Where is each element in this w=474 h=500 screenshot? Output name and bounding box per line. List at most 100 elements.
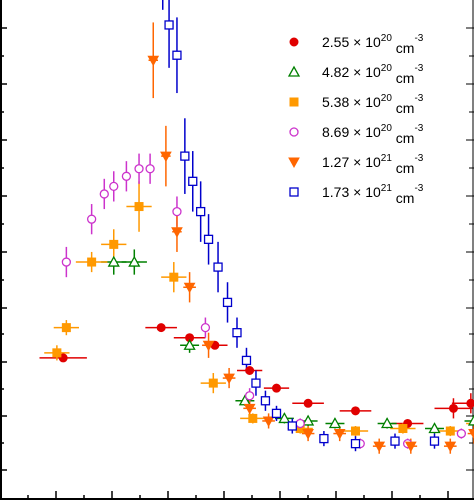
legend-value: 1.27 × 10 — [322, 154, 381, 170]
data-point — [183, 338, 196, 350]
chart-legend: 2.55 × 1020 cm-34.82 × 1020 cm-35.38 × 1… — [287, 33, 424, 206]
legend-label: 8.69 × 1020 cm-3 — [322, 123, 424, 146]
legend-unit-exponent: -3 — [414, 153, 423, 164]
data-point — [61, 323, 71, 333]
legend-value: 8.69 × 10 — [322, 124, 381, 140]
data-point — [289, 127, 299, 137]
data-point — [241, 355, 252, 366]
data-point — [61, 257, 72, 267]
data-point — [202, 340, 215, 352]
data-point — [373, 441, 386, 453]
legend-exponent: 20 — [381, 63, 393, 74]
data-point — [398, 424, 408, 434]
data-point — [86, 214, 97, 224]
legend-unit: cm — [392, 160, 415, 176]
legend-label: 1.27 × 1021 cm-3 — [322, 153, 424, 176]
data-point — [260, 396, 271, 406]
legend-label: 4.82 × 1020 cm-3 — [322, 63, 424, 86]
legend-exponent: 21 — [381, 153, 393, 164]
data-point — [428, 422, 441, 434]
data-point — [134, 164, 144, 174]
data-point — [188, 176, 198, 186]
legend-unit: cm — [392, 100, 415, 116]
legend-label: 5.38 × 1020 cm-3 — [322, 93, 424, 116]
data-point — [52, 348, 62, 358]
data-point — [169, 272, 179, 282]
data-point — [287, 65, 301, 77]
legend-unit: cm — [392, 130, 415, 146]
legend-value: 5.38 × 10 — [322, 94, 381, 110]
data-point — [99, 189, 109, 199]
legend-exponent: 20 — [381, 123, 393, 134]
legend-label: 2.55 × 1020 cm-3 — [322, 33, 424, 56]
data-point — [160, 151, 172, 163]
data-point — [222, 297, 233, 308]
data-point — [223, 373, 235, 385]
data-point — [288, 157, 300, 169]
data-point — [164, 20, 174, 30]
legend-exponent: 20 — [381, 93, 393, 104]
data-point — [390, 436, 400, 446]
data-point — [319, 433, 329, 444]
legend-value: 1.73 × 10 — [322, 184, 381, 200]
data-point — [448, 403, 458, 413]
legend-unit-exponent: -3 — [414, 63, 423, 74]
data-markers — [52, 20, 474, 453]
data-point — [295, 418, 305, 429]
legend-unit-exponent: -3 — [414, 183, 423, 194]
legend-unit-exponent: -3 — [414, 123, 423, 134]
data-point — [351, 406, 360, 416]
data-point — [350, 438, 361, 449]
data-point — [243, 403, 256, 415]
data-point — [272, 383, 281, 393]
data-point — [302, 429, 314, 440]
data-point — [203, 234, 214, 244]
data-point — [183, 282, 196, 294]
data-point — [380, 417, 394, 429]
data-point — [156, 323, 166, 333]
data-point — [466, 398, 474, 408]
legend-value: 4.82 × 10 — [322, 64, 381, 80]
legend-unit-exponent: -3 — [414, 33, 423, 44]
data-point — [262, 416, 275, 427]
data-point — [128, 255, 141, 267]
data-point — [333, 429, 346, 440]
legend-exponent: 21 — [381, 183, 393, 194]
data-point — [468, 429, 474, 440]
data-point — [87, 257, 97, 267]
data-point — [172, 50, 182, 60]
legend-exponent: 20 — [381, 33, 393, 44]
data-point — [200, 322, 211, 333]
data-point — [232, 328, 242, 338]
data-point — [134, 202, 144, 212]
data-point — [301, 414, 315, 426]
data-point — [287, 421, 297, 431]
legend-unit-exponent: -3 — [414, 93, 423, 104]
data-point — [351, 426, 360, 436]
data-point — [180, 151, 190, 161]
data-point — [251, 378, 261, 388]
legend-unit: cm — [392, 70, 415, 86]
data-point — [121, 171, 132, 181]
data-point — [109, 239, 119, 249]
legend-unit: cm — [392, 190, 415, 206]
data-point — [456, 428, 467, 439]
data-point — [109, 181, 119, 192]
data-point — [289, 187, 299, 197]
data-point — [467, 414, 474, 426]
data-point — [213, 262, 223, 272]
data-point — [171, 227, 183, 238]
data-point — [328, 417, 342, 429]
data-point — [278, 412, 291, 424]
data-point — [244, 391, 255, 401]
data-point — [147, 55, 160, 67]
data-point — [271, 408, 282, 419]
data-point — [172, 206, 182, 217]
data-point — [289, 37, 299, 47]
data-point — [445, 426, 455, 436]
data-point — [404, 441, 417, 453]
data-point — [248, 413, 258, 423]
data-point — [145, 164, 155, 174]
